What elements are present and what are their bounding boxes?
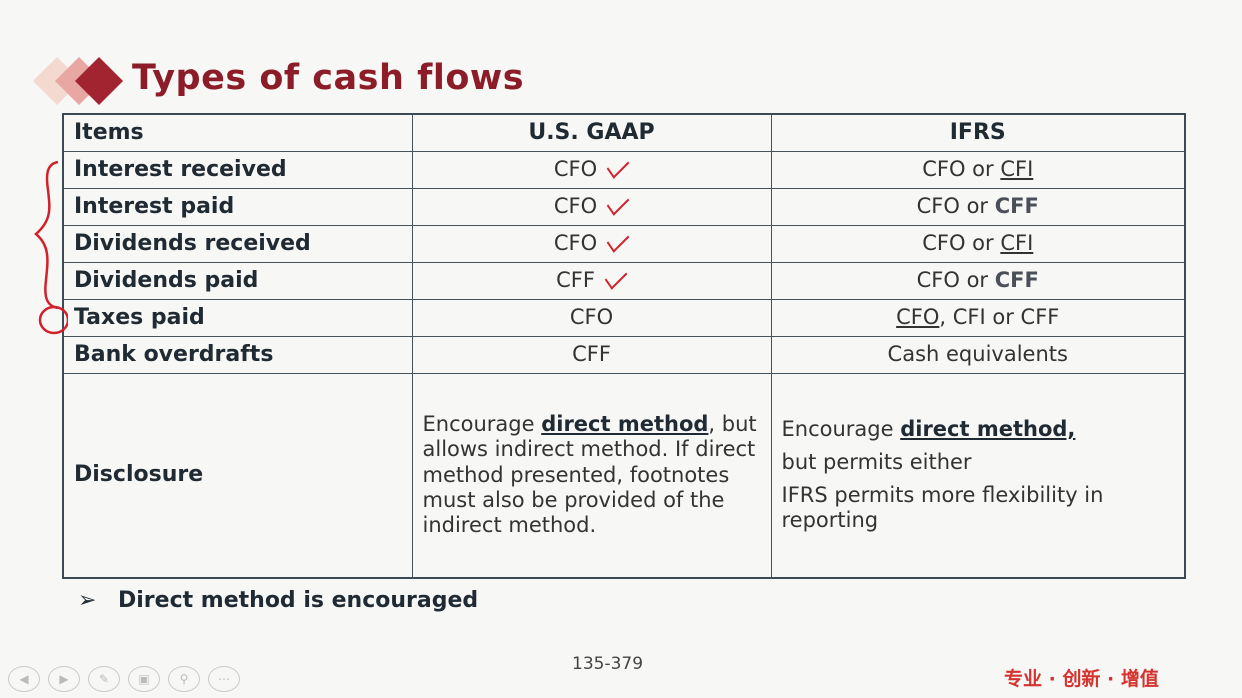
- ifrs-value: CFO: [896, 305, 940, 330]
- check-mark-icon: [606, 153, 630, 180]
- ifrs-value-alt: CFI: [1000, 231, 1034, 256]
- ifrs-value: CFO or: [922, 157, 1001, 182]
- bullet-text: Direct method is encouraged: [118, 588, 479, 613]
- title-area: Types of cash flows: [30, 52, 730, 112]
- row-ifrs: CFO or CFI: [770, 151, 1186, 189]
- ifrs-value: CFO or: [916, 194, 995, 219]
- disclosure-line: IFRS permits more flexibility in reporti…: [781, 483, 1104, 533]
- table-row: Dividends paid CFF CFO or CFF: [62, 262, 1186, 300]
- check-mark-icon: [604, 264, 628, 291]
- disclosure-gaap: Encourage direct method, but allows indi…: [411, 373, 772, 578]
- row-gaap: CFO: [411, 299, 772, 337]
- disclosure-emphasis: direct method: [541, 412, 709, 437]
- row-gaap: CFO: [411, 188, 772, 226]
- header-ifrs: IFRS: [770, 113, 1186, 152]
- table-row: Taxes paid CFO CFO, CFI or CFF: [62, 299, 1186, 337]
- disclosure-line: Encourage direct method,: [782, 417, 1175, 442]
- gaap-value: CFO: [553, 231, 598, 256]
- row-ifrs: Cash equivalents: [770, 336, 1186, 374]
- disclosure-text: , but allows indirect method. If direct …: [422, 412, 757, 538]
- row-gaap: CFO: [411, 151, 772, 189]
- disclosure-emphasis: direct method,: [900, 416, 1076, 441]
- row-gaap: CFF: [411, 262, 772, 300]
- ifrs-value: CFO or: [922, 231, 1001, 256]
- disclosure-label: Disclosure: [62, 373, 413, 578]
- table-row: Interest paid CFO CFO or CFF: [62, 188, 1186, 226]
- slides-icon[interactable]: ▣: [128, 666, 160, 692]
- ifrs-value-alt: CFF: [994, 268, 1039, 293]
- disclosure-text: Encourage: [422, 412, 542, 437]
- row-ifrs: CFO, CFI or CFF: [770, 299, 1186, 337]
- gaap-value: CFO: [553, 194, 598, 219]
- ifrs-value-alt: CFI: [1000, 157, 1034, 182]
- zoom-icon[interactable]: ⚲: [168, 666, 200, 692]
- table-row: Bank overdrafts CFF Cash equivalents: [62, 336, 1186, 374]
- table-row: Dividends received CFO CFO or CFI: [62, 225, 1186, 263]
- check-mark-icon: [606, 190, 630, 217]
- next-icon[interactable]: ▶: [48, 666, 80, 692]
- table-header-row: Items U.S. GAAP IFRS: [62, 113, 1186, 152]
- disclosure-text: Encourage: [781, 416, 901, 441]
- header-gaap: U.S. GAAP: [411, 113, 772, 152]
- disclosure-line: but permits either: [781, 450, 972, 475]
- page-number: 135-379: [572, 654, 644, 674]
- handwritten-annotation: [34, 160, 68, 335]
- table-row: Interest received CFO CFO or CFI: [62, 151, 1186, 189]
- row-item: Dividends received: [62, 225, 413, 263]
- ifrs-value: CFO or: [916, 268, 995, 293]
- row-gaap: CFO: [411, 225, 772, 263]
- disclosure-row: Disclosure Encourage direct method, but …: [62, 373, 1186, 578]
- row-item: Interest received: [62, 151, 413, 189]
- check-mark-icon: [606, 227, 630, 254]
- row-item: Dividends paid: [62, 262, 413, 300]
- row-ifrs: CFO or CFF: [770, 262, 1186, 300]
- row-item: Interest paid: [62, 188, 413, 226]
- row-ifrs: CFO or CFF: [770, 188, 1186, 226]
- pen-icon[interactable]: ✎: [88, 666, 120, 692]
- row-item: Bank overdrafts: [62, 336, 413, 374]
- more-icon[interactable]: ⋯: [208, 666, 240, 692]
- slide-title: Types of cash flows: [132, 58, 525, 98]
- row-item: Taxes paid: [62, 299, 413, 337]
- gaap-value: CFF: [556, 268, 595, 293]
- row-ifrs: CFO or CFI: [770, 225, 1186, 263]
- ifrs-value-alt: , CFI or CFF: [939, 305, 1060, 330]
- ifrs-value-alt: CFF: [994, 194, 1039, 219]
- arrow-bullet-icon: ➢: [78, 588, 97, 613]
- header-items: Items: [62, 113, 413, 152]
- slideshow-nav: ◀ ▶ ✎ ▣ ⚲ ⋯: [8, 666, 248, 692]
- bullet-point: ➢ Direct method is encouraged: [78, 588, 478, 613]
- row-gaap: CFF: [411, 336, 772, 374]
- cash-flow-table: Items U.S. GAAP IFRS Interest received C…: [62, 113, 1186, 579]
- gaap-value: CFO: [553, 157, 598, 182]
- brand-slogan: 专业 · 创新 · 增值: [1004, 668, 1159, 690]
- prev-icon[interactable]: ◀: [8, 666, 40, 692]
- disclosure-ifrs: Encourage direct method, but permits eit…: [770, 373, 1186, 578]
